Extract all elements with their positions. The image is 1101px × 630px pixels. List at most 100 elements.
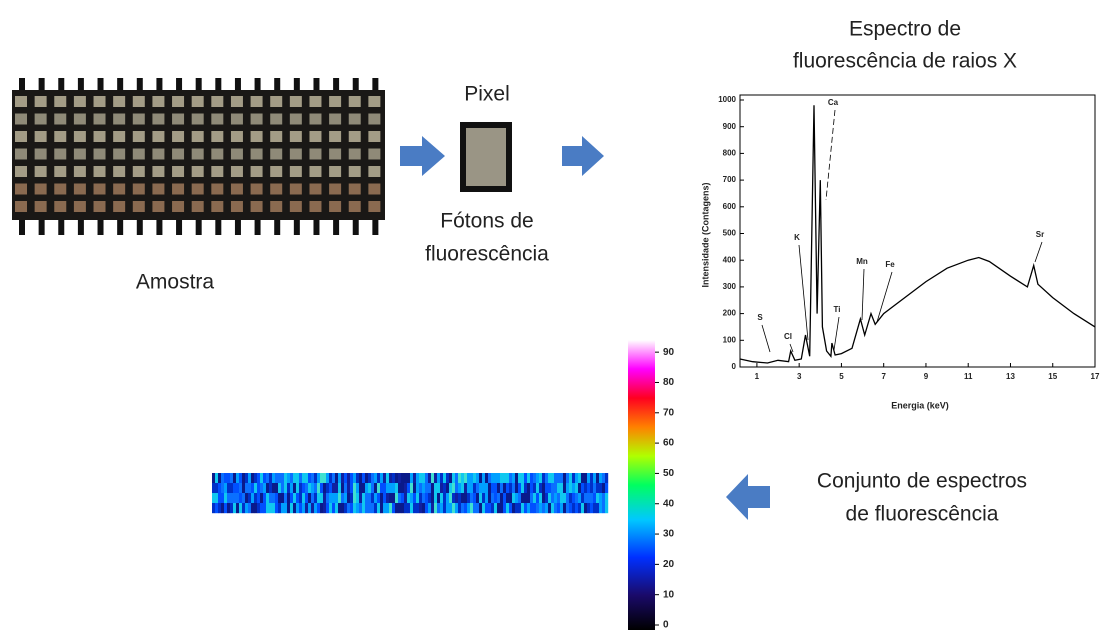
map-cell <box>314 473 317 483</box>
map-cell <box>323 493 326 503</box>
map-cell <box>428 473 431 483</box>
sample-tab <box>156 78 162 90</box>
map-cell <box>515 473 518 483</box>
peak-label: Fe <box>885 260 895 269</box>
sample-tab <box>156 220 162 235</box>
map-cell <box>341 473 344 483</box>
map-cell <box>539 483 542 493</box>
sample-cell <box>368 149 380 160</box>
map-cell <box>293 473 296 483</box>
map-cell <box>269 473 272 483</box>
colorbar-tick-label: 50 <box>663 468 675 479</box>
arrow <box>726 474 770 520</box>
map-cell <box>380 473 383 483</box>
map-cell <box>329 493 332 503</box>
map-cell <box>332 503 335 513</box>
map-cell <box>479 473 482 483</box>
map-cell <box>239 473 242 483</box>
sample-cell <box>251 96 263 107</box>
sample-tab <box>235 78 241 90</box>
map-cell <box>443 473 446 483</box>
x-tick-label: 17 <box>1091 372 1100 381</box>
y-tick-label: 700 <box>723 175 737 184</box>
map-cell <box>536 483 539 493</box>
map-cell <box>359 503 362 513</box>
sample-cell <box>211 131 223 142</box>
sample-tab <box>137 220 143 235</box>
sample-cell <box>349 184 361 195</box>
map-cell <box>377 493 380 503</box>
sample-cell <box>329 131 341 142</box>
map-cell <box>470 503 473 513</box>
map-cell <box>434 483 437 493</box>
sample-tab <box>372 78 378 90</box>
sample-cell <box>113 96 125 107</box>
peak-pointer <box>862 269 864 320</box>
sample-cell <box>329 201 341 212</box>
map-cell <box>290 493 293 503</box>
map-cell <box>503 473 506 483</box>
map-cell <box>509 493 512 503</box>
sample-cell <box>74 184 86 195</box>
map-cell <box>443 483 446 493</box>
y-tick-label: 1000 <box>718 95 736 104</box>
map-cell <box>335 493 338 503</box>
map-cell <box>497 483 500 493</box>
map-cell <box>374 483 377 493</box>
map-cell <box>497 493 500 503</box>
map-cell <box>308 503 311 513</box>
map-cell <box>518 503 521 513</box>
diagram: Amostra Pixel Fótons de fluorescência Es… <box>0 0 1101 630</box>
map-cell <box>251 503 254 513</box>
map-cell <box>422 483 425 493</box>
map-cell <box>293 503 296 513</box>
map-cell <box>488 483 491 493</box>
map-cell <box>278 503 281 513</box>
x-tick-label: 1 <box>755 372 760 381</box>
map-cell <box>296 483 299 493</box>
map-cell <box>221 473 224 483</box>
map-cell <box>302 483 305 493</box>
map-cell <box>410 473 413 483</box>
sample-cell <box>152 149 164 160</box>
map-cell <box>353 483 356 493</box>
map-cell <box>320 503 323 513</box>
sample-cell <box>231 131 243 142</box>
map-cell <box>404 503 407 513</box>
map-cell <box>461 503 464 513</box>
map-cell <box>503 483 506 493</box>
map-cell <box>446 483 449 493</box>
map-cell <box>212 473 215 483</box>
y-tick-label: 900 <box>723 122 737 131</box>
peak-label: Ca <box>828 98 839 107</box>
map-cell <box>455 503 458 513</box>
sample-cell <box>309 149 321 160</box>
sample-cell <box>54 149 66 160</box>
map-cell <box>575 483 578 493</box>
sample-cell <box>349 166 361 177</box>
map-cell <box>317 503 320 513</box>
map-cell <box>461 483 464 493</box>
map-cell <box>332 483 335 493</box>
map-cell <box>275 503 278 513</box>
map-cell <box>515 493 518 503</box>
map-cell <box>248 473 251 483</box>
map-cell <box>278 493 281 503</box>
map-cell <box>473 483 476 493</box>
map-cell <box>389 503 392 513</box>
map-cell <box>245 503 248 513</box>
sample-cell <box>309 114 321 125</box>
map-cell <box>359 483 362 493</box>
map-cell <box>509 503 512 513</box>
map-cell <box>230 483 233 493</box>
map-cell <box>377 483 380 493</box>
peak-pointer <box>799 245 808 340</box>
sample-cell <box>35 114 47 125</box>
map-cell <box>299 473 302 483</box>
map-cell <box>440 483 443 493</box>
map-cell <box>308 493 311 503</box>
map-cell <box>563 503 566 513</box>
sample-cell <box>290 114 302 125</box>
map-cell <box>494 473 497 483</box>
map-cell <box>338 503 341 513</box>
